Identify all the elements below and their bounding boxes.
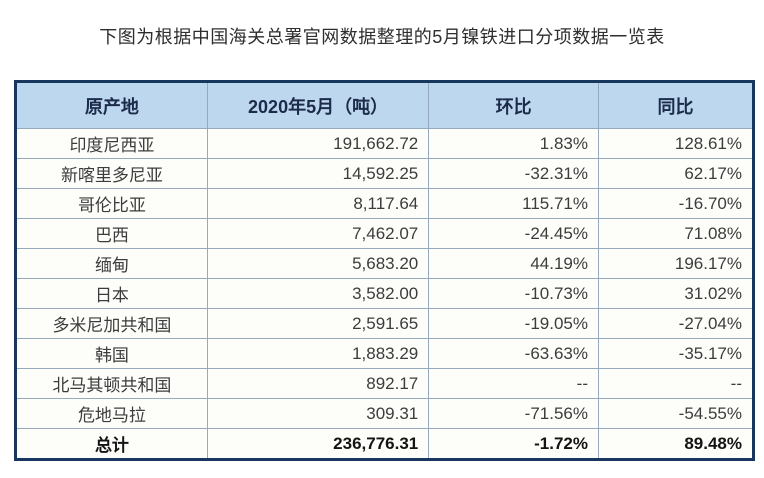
cell-volume: 3,582.00 (206, 278, 430, 309)
cell-origin: 多米尼加共和国 (15, 308, 208, 339)
table-row: 哥伦比亚 8,117.64 115.71% -16.70% (15, 188, 754, 219)
cell-mom: 1.83% (428, 128, 599, 159)
cell-volume: 236,776.31 (206, 428, 430, 460)
import-data-table-container: 原产地 2020年5月（吨） 环比 同比 印度尼西亚 191,662.72 1.83… (14, 80, 755, 461)
cell-origin: 北马其顿共和国 (15, 368, 208, 399)
cell-origin: 日本 (15, 278, 208, 309)
cell-yoy: 31.02% (598, 278, 754, 309)
nickel-iron-import-table: 原产地 2020年5月（吨） 环比 同比 印度尼西亚 191,662.72 1.83… (14, 80, 755, 461)
cell-yoy: 128.61% (598, 128, 754, 159)
table-row: 多米尼加共和国 2,591.65 -19.05% -27.04% (15, 308, 754, 339)
cell-yoy: -- (598, 368, 754, 399)
cell-volume: 5,683.20 (206, 248, 430, 279)
cell-mom: -1.72% (428, 428, 599, 460)
table-row: 日本 3,582.00 -10.73% 31.02% (15, 278, 754, 309)
header-volume: 2020年5月（吨） (206, 81, 430, 129)
cell-volume: 2,591.65 (206, 308, 430, 339)
table-row: 印度尼西亚 191,662.72 1.83% 128.61% (15, 128, 754, 159)
cell-mom: 44.19% (428, 248, 599, 279)
cell-mom: -- (428, 368, 599, 399)
cell-volume: 14,592.25 (206, 158, 430, 189)
cell-mom: -10.73% (428, 278, 599, 309)
table-row: 新喀里多尼亚 14,592.25 -32.31% 62.17% (15, 158, 754, 189)
header-yoy: 同比 (598, 81, 754, 129)
table-row: 缅甸 5,683.20 44.19% 196.17% (15, 248, 754, 279)
cell-volume: 8,117.64 (206, 188, 430, 219)
table-row: 韩国 1,883.29 -63.63% -35.17% (15, 338, 754, 369)
table-row: 危地马拉 309.31 -71.56% -54.55% (15, 398, 754, 429)
page-title: 下图为根据中国海关总署官网数据整理的5月镍铁进口分项数据一览表 (99, 27, 665, 47)
cell-yoy: -54.55% (598, 398, 754, 429)
cell-origin: 缅甸 (15, 248, 208, 279)
cell-origin: 巴西 (15, 218, 208, 249)
cell-yoy: 62.17% (598, 158, 754, 189)
table-row: 巴西 7,462.07 -24.45% 71.08% (15, 218, 754, 249)
cell-origin: 哥伦比亚 (15, 188, 208, 219)
cell-volume: 7,462.07 (206, 218, 430, 249)
cell-volume: 1,883.29 (206, 338, 430, 369)
cell-origin: 印度尼西亚 (15, 128, 208, 159)
cell-volume: 191,662.72 (206, 128, 430, 159)
cell-origin: 新喀里多尼亚 (15, 158, 208, 189)
cell-origin: 危地马拉 (15, 398, 208, 429)
cell-yoy: -27.04% (598, 308, 754, 339)
cell-mom: -32.31% (428, 158, 599, 189)
cell-yoy: 89.48% (598, 428, 754, 460)
cell-mom: -63.63% (428, 338, 599, 369)
cell-yoy: 71.08% (598, 218, 754, 249)
cell-yoy: 196.17% (598, 248, 754, 279)
cell-mom: -24.45% (428, 218, 599, 249)
header-mom: 环比 (428, 81, 599, 129)
cell-mom: -71.56% (428, 398, 599, 429)
cell-origin: 韩国 (15, 338, 208, 369)
cell-yoy: -35.17% (598, 338, 754, 369)
table-row: 北马其顿共和国 892.17 -- -- (15, 368, 754, 399)
cell-volume: 892.17 (206, 368, 430, 399)
header-origin: 原产地 (15, 81, 208, 129)
table-header-row: 原产地 2020年5月（吨） 环比 同比 (15, 81, 754, 129)
cell-mom: -19.05% (428, 308, 599, 339)
cell-volume: 309.31 (206, 398, 430, 429)
cell-origin: 总计 (15, 428, 208, 460)
cell-yoy: -16.70% (598, 188, 754, 219)
table-total-row: 总计 236,776.31 -1.72% 89.48% (15, 428, 754, 460)
cell-mom: 115.71% (428, 188, 599, 219)
